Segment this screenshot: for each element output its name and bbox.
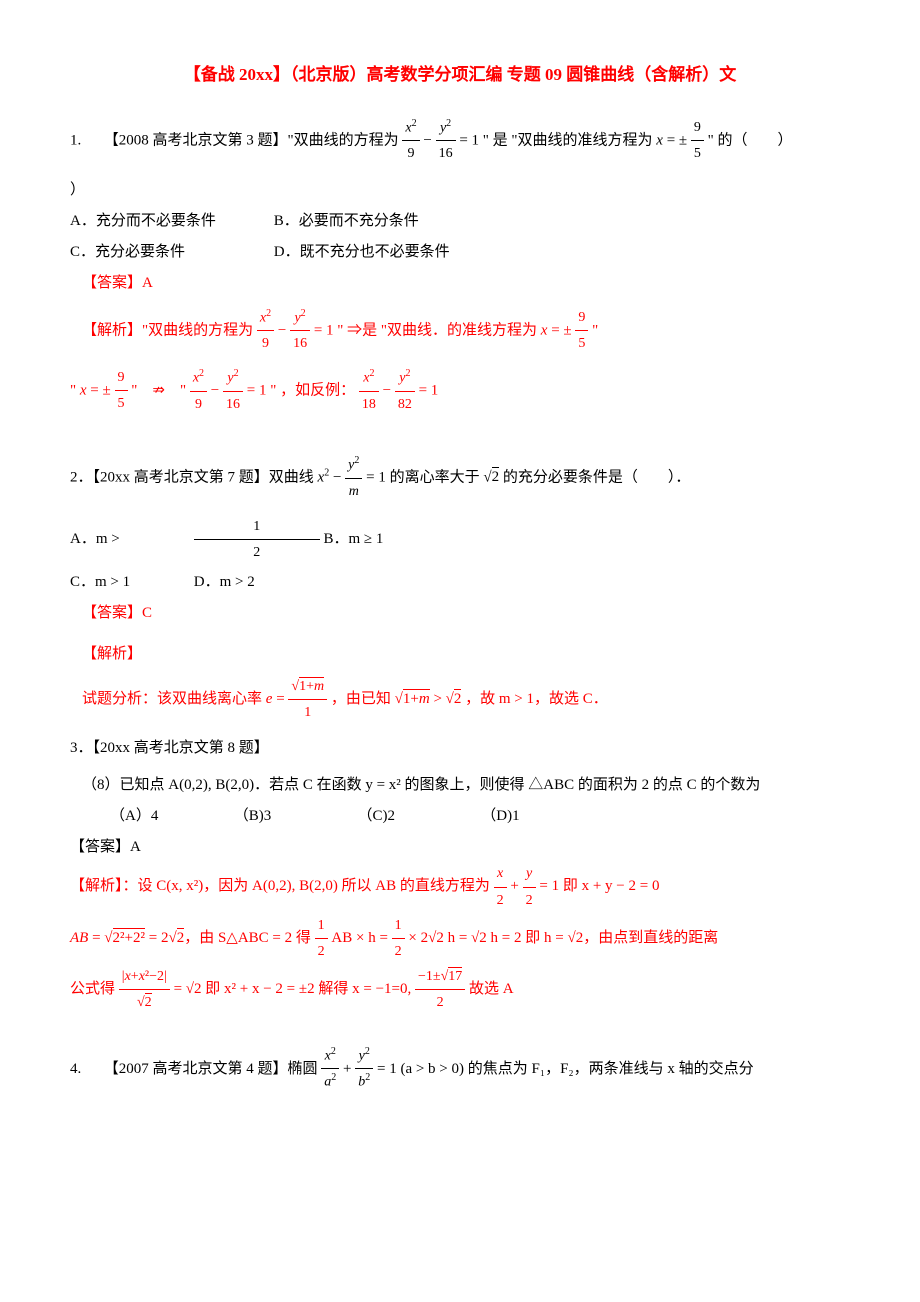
q3-analysis-2: AB = √2²+2² = 2√2，由 S△ABC = 2 得 12 AB × … <box>70 913 850 964</box>
q1-analysis-1: 【解析】"双曲线的方程为 x29 − y216 = 1 " ⇒是 "双曲线．的准… <box>82 305 850 357</box>
q4-prefix: 4. 【2007 高考北京文第 4 题】椭圆 <box>70 1060 318 1076</box>
q1-tail: " 的（ ） <box>708 132 793 148</box>
q3-analysis-3: 公式得 |x+x²−2|√2 = √2 即 x² + x − 2 = ±2 解得… <box>70 964 850 1015</box>
q2-analysis: 试题分析：该双曲线离心率 e = √1+m1 ，由已知 √1+m > √2 ，故… <box>82 674 850 725</box>
q3-optC: （C)2 <box>358 803 478 830</box>
q1-frac3: 95 <box>691 115 704 166</box>
q2-options-row1: A．m > 12 B．m ≥ 1 <box>70 514 850 565</box>
q3-prefix: 3．【20xx 高考北京文第 8 题】 <box>70 740 269 756</box>
q1-optD: D．既不充分也不必要条件 <box>274 239 474 266</box>
q2-sqrt2: √2 <box>483 467 499 485</box>
q3-options: （A）4 （B)3 （C)2 （D)1 <box>110 803 850 830</box>
q2-answer: 【答案】C <box>82 600 850 627</box>
q1-options-row2: C．充分必要条件 D．既不充分也不必要条件 <box>70 239 850 266</box>
q2-frac-ym: y2m <box>345 452 362 504</box>
q2-optD: D．m > 2 <box>194 569 314 596</box>
q1-ana-pre: 【解析】"双曲线的方程为 <box>82 322 253 338</box>
q1-blank-paren: ） <box>70 177 850 204</box>
q1-frac2: y216 <box>436 115 456 167</box>
page-title: 【备战 20xx】（北京版）高考数学分项汇编 专题 09 圆锥曲线（含解析）文 <box>70 60 850 91</box>
q1-options-row1: A．充分而不必要条件 B．必要而不充分条件 <box>70 208 850 235</box>
q4-frac1: x2a2 <box>321 1043 339 1096</box>
q2-optC: C．m > 1 <box>70 569 190 596</box>
q2-options-row2: C．m > 1 D．m > 2 <box>70 569 850 596</box>
q1-mid: " 是 "双曲线的准线方程为 <box>483 132 653 148</box>
q2-analysis-label: 【解析】 <box>82 641 850 668</box>
q4-frac2: y2b2 <box>355 1043 373 1096</box>
q3-optB: （B)3 <box>234 803 354 830</box>
q1-eqone: = 1 <box>459 132 479 148</box>
q2-tail: 的充分必要条件是（ ）． <box>503 469 691 485</box>
q1-frac1: x29 <box>402 115 419 167</box>
q3-analysis-1: 【解析】：设 C(x, x²)，因为 A(0,2), B(2,0) 所以 AB … <box>70 861 850 912</box>
q3-answer: 【答案】A <box>70 834 850 861</box>
q2-mid: = 1 的离心率大于 <box>366 469 479 485</box>
q3: 3．【20xx 高考北京文第 8 题】 <box>70 735 850 762</box>
q2-optA: A．m > 12 <box>70 514 320 565</box>
q1-analysis-2: " x = ± 95 " ⇏ " x29 − y216 = 1 " ，如反例： … <box>70 365 850 417</box>
q1-optA: A．充分而不必要条件 <box>70 208 270 235</box>
q3-optA: （A）4 <box>110 803 230 830</box>
q2: 2．【20xx 高考北京文第 7 题】双曲线 x2 − y2m = 1 的离心率… <box>70 452 850 504</box>
q4-cond: = 1 (a > b > 0) 的焦点为 F₁，F₂，两条准线与 x 轴的交点分 <box>377 1060 754 1076</box>
q3-body: （8）已知点 A(0,2), B(2,0)．若点 C 在函数 y = x² 的图… <box>82 772 850 799</box>
q4: 4. 【2007 高考北京文第 4 题】椭圆 x2a2 + y2b2 = 1 (… <box>70 1043 850 1096</box>
q1-optB: B．必要而不充分条件 <box>274 208 474 235</box>
q1: 1. 【2008 高考北京文第 3 题】"双曲线的方程为 x29 − y216 … <box>70 115 850 167</box>
q1-prefix: 1. 【2008 高考北京文第 3 题】"双曲线的方程为 <box>70 132 399 148</box>
q1-optC: C．充分必要条件 <box>70 239 270 266</box>
q2-optB: B．m ≥ 1 <box>324 526 444 553</box>
q2-prefix: 2．【20xx 高考北京文第 7 题】双曲线 <box>70 469 314 485</box>
q3-optD: （D)1 <box>481 803 601 830</box>
q1-answer: 【答案】A <box>82 270 850 297</box>
